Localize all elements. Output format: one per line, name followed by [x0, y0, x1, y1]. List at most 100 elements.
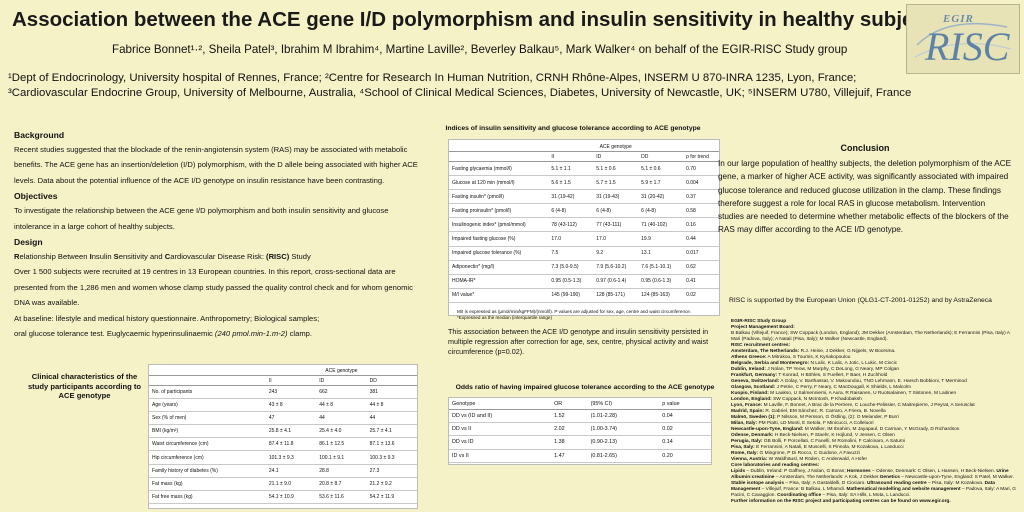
table-row: Impaired fasting glucose (%) 17.0 17.0 19.9…	[449, 231, 719, 247]
recruitment-centre: Malmö, Sweden (1): P Nilsson, M Persson,…	[731, 415, 899, 420]
odds-cell: (1.01-2.28)	[587, 409, 660, 424]
characteristics-header-row: II ID DD	[149, 375, 417, 386]
characteristics-col-header: ID	[316, 375, 367, 386]
recruitment-centre: Amsterdam, The Netherlands: R.J. Heine, …	[731, 349, 896, 354]
indices-cell: 145 (99-190)	[548, 288, 594, 303]
indices-cell: 7.9 (5.6-10.2)	[593, 260, 639, 275]
indices-cell: 6 (4-8)	[638, 203, 684, 219]
table-row: Waist circumference (cm) 87.4 ± 11.8 86.1 …	[149, 437, 417, 452]
indices-row-label: Impaired fasting glucose (%)	[449, 231, 549, 247]
persist-text: This association between the ACE I/D gen…	[448, 327, 709, 356]
indices-cell: 0.02	[683, 288, 719, 303]
logo-risc-text: RISC	[925, 24, 1010, 69]
background-text: Recent studies suggested that the blocka…	[14, 145, 418, 185]
logo-swoosh-icon	[914, 22, 1012, 58]
characteristics-cell: 20.8 ± 8.7	[316, 477, 367, 491]
table-row: Adiponectin* (mg/l) 7.3 (5.0-9.5) 7.9 (5.6…	[449, 260, 719, 275]
indices-cell: 17.0	[548, 231, 594, 247]
conclusion-section: Conclusion In our large population of he…	[718, 142, 1012, 236]
characteristics-col-header: II	[265, 375, 317, 386]
indices-col-header: ID	[593, 151, 639, 162]
characteristics-label: Clinical characteristics of the study pa…	[27, 372, 142, 400]
table-row: DD vs II 2.02 (1.00-3.74) 0.02	[449, 422, 711, 437]
characteristics-cell: 21.1 ± 9.0	[265, 477, 317, 491]
recruitment-centre: Pisa, Italy: E Ferrannini, A Natali, E M…	[731, 445, 904, 450]
odds-col-header: (95% CI)	[587, 398, 660, 410]
indices-cell: 31 (20-42)	[638, 189, 684, 205]
odds-cell: 0.02	[659, 422, 711, 437]
design-heading: Design	[14, 237, 43, 248]
indices-cell: 17.0	[593, 231, 639, 247]
study-group: EGIR-RISC Study Group Project Management…	[731, 319, 1019, 505]
table-row: HOMA-IR* 0.95 (0.5-1.3) 0.97 (0.6-1.4) 0.95…	[449, 274, 719, 289]
odds-title: Odds ratio of having impaired glucose to…	[455, 384, 715, 391]
characteristics-cell: 44	[366, 411, 417, 426]
characteristics-cell: 100.3 ± 9.3	[366, 450, 417, 465]
characteristics-cell: 44	[316, 411, 367, 426]
characteristics-cell: 86.1 ± 12.5	[316, 437, 367, 452]
left-column: Background Recent studies suggested that…	[14, 129, 419, 341]
indices-cell: 0.97 (0.6-1.4)	[593, 274, 639, 289]
design-clamp-text: oral glucose tolerance test. Euglycaemic…	[14, 329, 312, 339]
table-row: Insulinogenic index* (pmol/mmol) 78 (43-1…	[449, 217, 719, 233]
indices-cell: 13.1	[638, 246, 684, 261]
recruitment-centre: Milan, Italy: PM Piatti, LD Monti, E Set…	[731, 421, 874, 426]
indices-col-header: p for trend	[683, 151, 719, 162]
objectives-heading: Objectives	[14, 191, 58, 202]
indices-row-label: Fasting insulin* (pmol/l)	[449, 189, 549, 205]
indices-group-header: ACE genotype	[548, 142, 684, 152]
recruitment-centre: Athens Greece: A Mitrakou, S Tournis, K …	[731, 355, 851, 360]
indices-cell: 9.2	[593, 246, 639, 261]
design-baseline-text: At baseline: lifestyle and medical histo…	[14, 313, 320, 323]
indices-cell: 0.004	[683, 175, 719, 191]
characteristics-cell: 28.8	[316, 464, 367, 478]
rc-heading: RISC recruitment centres:	[731, 343, 791, 348]
table-row: Fasting proinsulin* (pmol/l) 6 (4-8) 6 (4-…	[449, 203, 719, 219]
recruitment-centre: Newcastle-upon-Tyne, England: M Walker, …	[731, 427, 960, 432]
odds-cell: (0.81-2.65)	[587, 449, 660, 463]
characteristics-cell: 87.4 ± 11.8	[265, 437, 317, 452]
background-heading: Background	[14, 130, 65, 140]
odds-cell: 0.04	[659, 409, 711, 424]
recruitment-centre: Lyon, France: M Laville, F. Bonnet, A Br…	[731, 403, 975, 408]
characteristics-row-label: Age (years)	[149, 398, 266, 413]
indices-cell: 0.16	[683, 217, 719, 233]
indices-cell: 5.6 ± 1.5	[548, 175, 594, 191]
characteristics-cell: 21.2 ± 9.2	[366, 477, 417, 491]
recruitment-centre: London, England: SW Coppack, N McIntosh,…	[731, 397, 862, 402]
odds-table: Genotype OR (95% CI) p value DD vs (ID and …	[449, 398, 711, 463]
characteristics-cell: 100.1 ± 9.1	[316, 450, 367, 465]
characteristics-cell: 25.8 ± 4.1	[265, 424, 317, 439]
recruitment-centre: Vienna, Austria: W Waldhäusl, M Röden, C…	[731, 457, 868, 462]
indices-cell: 0.62	[683, 260, 719, 275]
indices-header-row: II ID DD p for trend	[449, 151, 719, 162]
indices-cell: 0.58	[683, 203, 719, 219]
odds-header-row: Genotype OR (95% CI) p value	[449, 398, 711, 410]
recruitment-centre: Rome, Italy: G Mingrone, P Di Rocco, C G…	[731, 451, 860, 456]
indices-cell: 71 (40-102)	[638, 217, 684, 233]
table-row: Impaired glucose tolerance (%) 7.5 9.2 13.1…	[449, 246, 719, 261]
indices-title: Indices of insulin sensitivity and gluco…	[445, 125, 701, 132]
characteristics-table-box: ACE genotype II ID DD No. of participants 2…	[148, 364, 418, 509]
table-row: Hip circumference (cm) 101.3 ± 9.3 100.1 ±…	[149, 450, 417, 465]
odds-cell: 0.14	[659, 435, 711, 450]
indices-cell: 0.70	[683, 161, 719, 177]
characteristics-row-label: Fat free mass (kg)	[149, 490, 266, 504]
indices-cell: 5.1 ± 0.6	[638, 161, 684, 177]
cl-list: Lipids – Dublin, Ireland: P Gaffney, J N…	[731, 469, 1019, 499]
support-text: RISC is supported by the European Union …	[729, 297, 992, 304]
pm-heading: Project Management Board:	[731, 325, 795, 330]
odds-cell: 1.52	[551, 409, 588, 424]
indices-col-header: DD	[638, 151, 684, 162]
indices-cell: 31 (19-42)	[548, 189, 594, 205]
characteristics-cell: 101.3 ± 9.3	[265, 450, 317, 465]
indices-cell: 6 (4-8)	[593, 203, 639, 219]
affiliations: ¹Dept of Endocrinology, University hospi…	[8, 71, 948, 100]
recruitment-centre: Belgrade, Serbia and Montenegro: N Lalic…	[731, 361, 898, 366]
core-laboratories: Lipids – Dublin, Ireland: P Gaffney, J N…	[731, 469, 1017, 498]
characteristics-cell: 87.1 ± 13.6	[366, 437, 417, 452]
affiliation-line-2: ³Cardiovascular Endocrine Group, Univers…	[8, 86, 912, 99]
recruitment-centre: Madrid, Spain: R. Gabriel, EM Sánchez, R…	[731, 409, 886, 414]
table-row: Age (years) 43 ± 8 44 ± 8 44 ± 8	[149, 398, 417, 413]
odds-col-header: Genotype	[449, 398, 552, 410]
